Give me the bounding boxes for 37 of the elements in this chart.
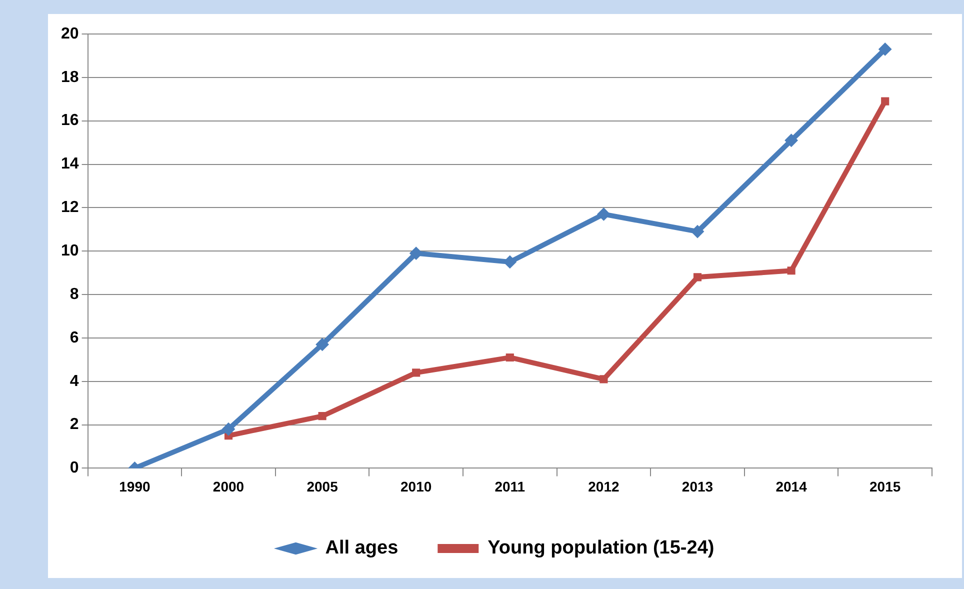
- x-tick-label: 2015: [870, 478, 901, 494]
- y-tick-label: 20: [61, 25, 79, 42]
- point: [410, 246, 423, 260]
- y-tick-label: 10: [61, 242, 79, 260]
- legend-label: All ages: [325, 538, 398, 559]
- x-tick-label: 2010: [400, 478, 432, 494]
- point: [222, 422, 235, 436]
- x-tick-label: 2013: [682, 478, 714, 494]
- point: [881, 97, 890, 106]
- point: [412, 368, 420, 377]
- y-tick-label: 2: [70, 416, 79, 434]
- point: [691, 225, 704, 238]
- point: [506, 353, 514, 362]
- x-tick-label: 2000: [212, 478, 244, 494]
- legend-label: Young population (15-24): [488, 538, 714, 559]
- point: [316, 338, 329, 351]
- point: [878, 42, 892, 56]
- y-tick-label: 4: [70, 372, 79, 390]
- point: [693, 273, 702, 282]
- x-tick-label: 2012: [588, 478, 620, 494]
- x-tick-label: 2005: [306, 478, 338, 494]
- y-tick-label: 8: [70, 286, 79, 303]
- point: [787, 266, 796, 275]
- point: [318, 412, 326, 420]
- point: [784, 134, 798, 147]
- y-tick-label: 12: [61, 199, 79, 216]
- y-tick-label: 14: [61, 156, 79, 173]
- y-tick-label: 0: [70, 460, 79, 477]
- point: [503, 255, 516, 268]
- y-tick-label: 6: [70, 329, 79, 346]
- x-tick-label: 1990: [119, 478, 150, 494]
- x-tick-label: 2011: [494, 478, 526, 494]
- point: [600, 375, 608, 384]
- y-tick-label: 18: [61, 68, 79, 86]
- x-tick-label: 2014: [776, 478, 808, 494]
- y-tick-label: 16: [61, 112, 79, 130]
- point: [597, 208, 610, 221]
